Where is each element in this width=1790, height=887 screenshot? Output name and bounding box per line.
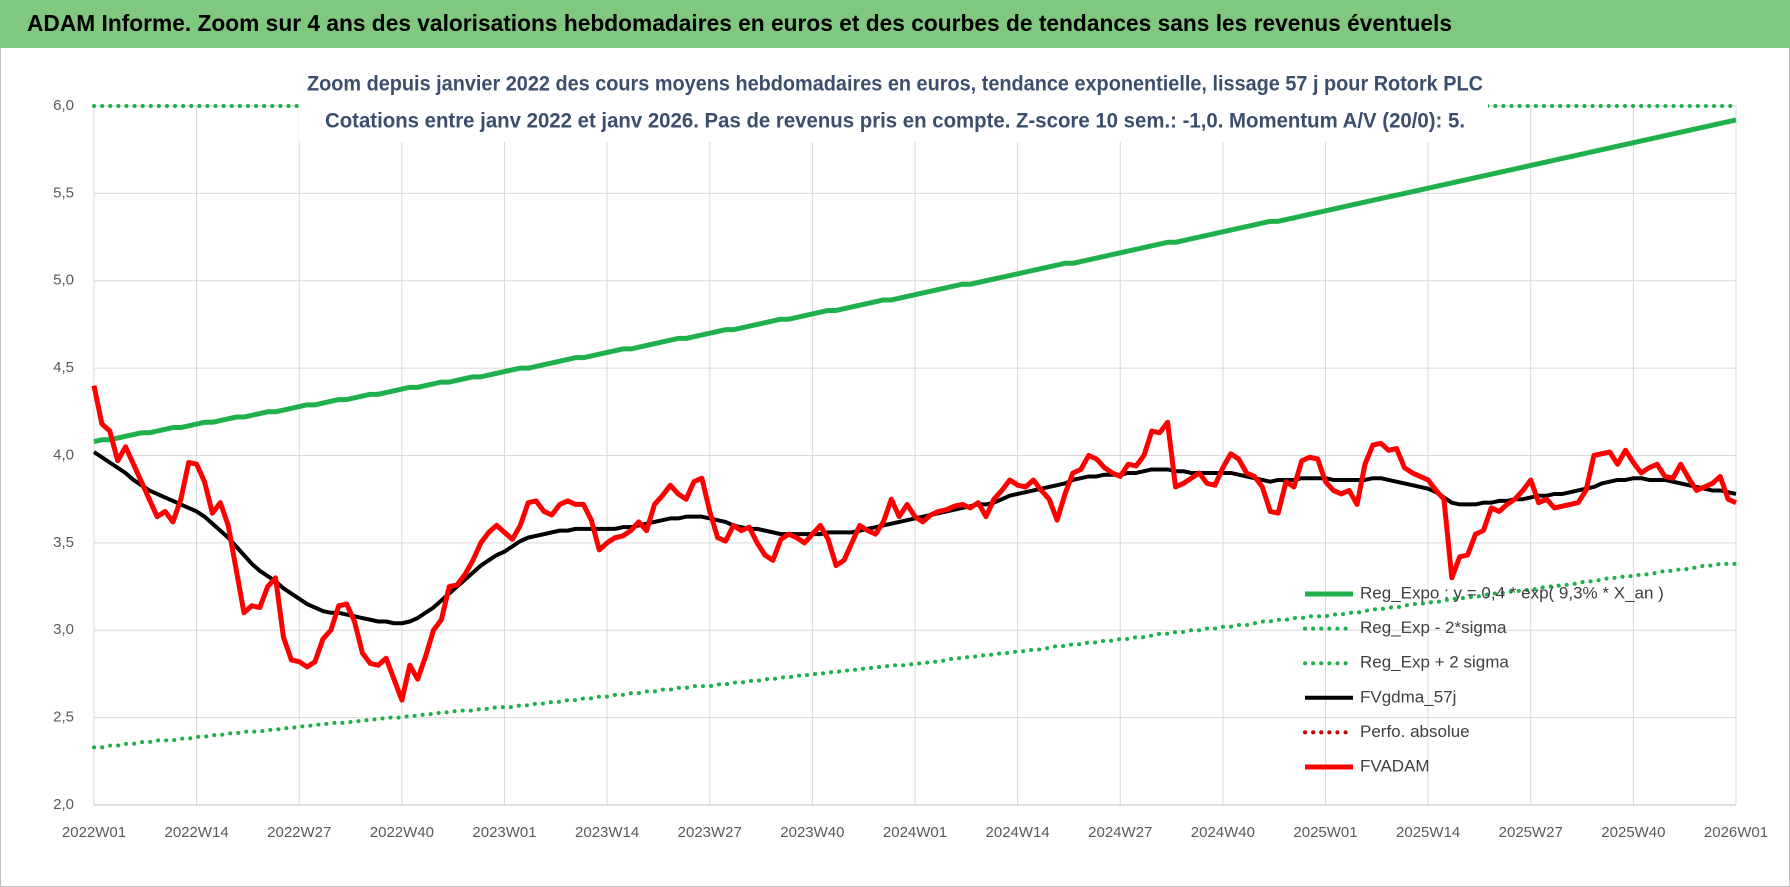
x-tick-label: 2026W01 xyxy=(1704,824,1768,841)
x-tick-label: 2022W14 xyxy=(165,824,229,841)
line-series xyxy=(91,385,1738,703)
subtitle: Zoom depuis janvier 2022 des cours moyen… xyxy=(307,73,1483,96)
x-tick-label: 2023W14 xyxy=(575,824,639,841)
subtitle: Cotations entre janv 2022 et janv 2026. … xyxy=(325,110,1465,133)
y-tick-label: 6,0 xyxy=(53,97,74,114)
subtitle-background xyxy=(299,64,1488,142)
x-tick-label: 2025W01 xyxy=(1293,824,1357,841)
x-tick-label: 2025W40 xyxy=(1601,824,1665,841)
y-tick-label: 2,5 xyxy=(53,709,74,726)
x-tick-label: 2022W40 xyxy=(370,824,434,841)
x-tick-label: 2024W40 xyxy=(1191,824,1255,841)
y-tick-label: 4,0 xyxy=(53,446,74,463)
chart-title: ADAM Informe. Zoom sur 4 ans des valoris… xyxy=(27,10,1452,36)
x-tick-label: 2022W01 xyxy=(62,824,126,841)
line-series xyxy=(92,561,1738,750)
x-tick-label: 2025W27 xyxy=(1499,824,1563,841)
legend-label: FVADAM xyxy=(1360,756,1430,775)
x-tick-label: 2024W01 xyxy=(883,824,947,841)
x-tick-label: 2023W40 xyxy=(780,824,844,841)
title-bar xyxy=(0,0,1790,48)
x-tick-label: 2025W14 xyxy=(1396,824,1460,841)
legend-label: Perfo. absolue xyxy=(1360,722,1470,741)
x-tick-label: 2024W27 xyxy=(1088,824,1152,841)
y-tick-label: 3,5 xyxy=(53,534,74,551)
x-tick-label: 2023W27 xyxy=(678,824,742,841)
legend-label: Reg_Expo : y = 0,4 * exp( 9,3% * X_an ) xyxy=(1360,583,1664,602)
legend-label: Reg_Exp + 2 sigma xyxy=(1360,653,1509,672)
y-tick-label: 5,5 xyxy=(53,184,74,201)
y-tick-label: 4,5 xyxy=(53,359,74,376)
y-tick-label: 2,0 xyxy=(53,796,74,813)
plot-area: 2,0 2,5 3,0 3,5 4,0 4,5 5,0 5,5 6,0 2022W01 2022W1… xyxy=(53,97,1768,841)
y-tick-label: 5,0 xyxy=(53,272,74,289)
x-tick-label: 2023W01 xyxy=(472,824,536,841)
line-series xyxy=(93,117,1737,444)
y-tick-label: 3,0 xyxy=(53,621,74,638)
x-tick-label: 2022W27 xyxy=(267,824,331,841)
x-tick-label: 2024W14 xyxy=(986,824,1050,841)
legend-label: FVgdma_57j xyxy=(1360,687,1456,706)
legend: Reg_Expo : y = 0,4 * exp( 9,3% * X_an ) R… xyxy=(1303,583,1664,775)
legend-label: Reg_Exp - 2*sigma xyxy=(1360,618,1507,637)
